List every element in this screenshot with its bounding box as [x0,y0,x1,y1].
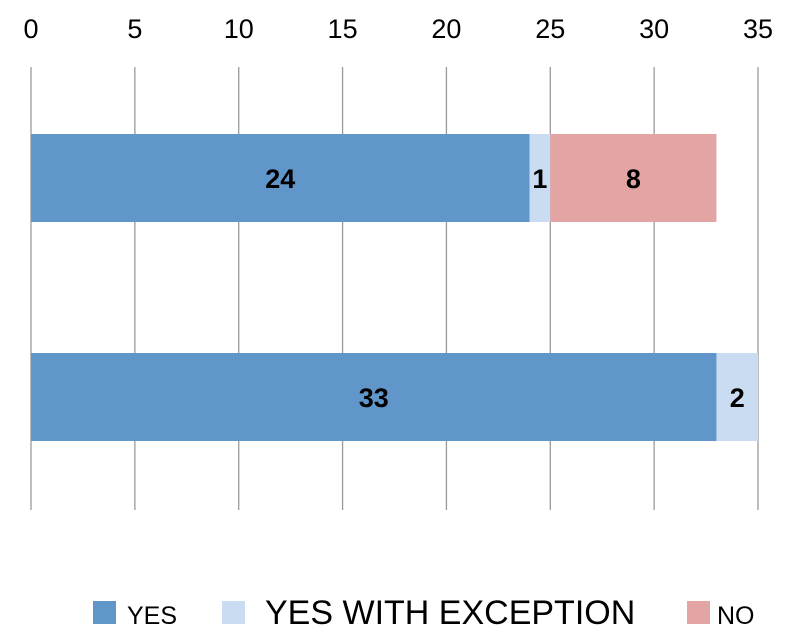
bar-segment [529,134,551,222]
legend: YES YES WITH EXCEPTION NO [93,594,755,631]
x-tick-label: 20 [431,14,461,44]
x-tick-label: 0 [23,14,38,44]
data-labels: 24 1 8 33 2 [265,164,745,413]
gridlines [30,67,759,510]
legend-swatch [687,601,710,624]
legend-label: YES [127,602,177,630]
bar-segment [31,134,530,222]
bar-segment [550,134,717,222]
x-tick-label: 35 [743,14,773,44]
x-tick-label: 5 [127,14,142,44]
legend-label: NO [717,602,755,630]
data-label: 2 [730,383,745,413]
data-label: 1 [532,164,547,194]
bar-segment [716,353,758,441]
legend-swatch [93,601,116,624]
legend-label: YES WITH EXCEPTION [265,594,635,631]
x-axis-tick-labels: 0 5 10 15 20 25 30 35 [23,14,773,44]
data-label: 33 [359,383,389,413]
legend-swatch [222,601,245,624]
bars [31,134,758,441]
x-tick-label: 25 [535,14,565,44]
data-label: 24 [265,164,295,194]
x-tick-label: 15 [328,14,358,44]
x-tick-label: 10 [224,14,254,44]
bar-segment [31,353,717,441]
data-label: 8 [626,164,641,194]
x-tick-label: 30 [639,14,669,44]
